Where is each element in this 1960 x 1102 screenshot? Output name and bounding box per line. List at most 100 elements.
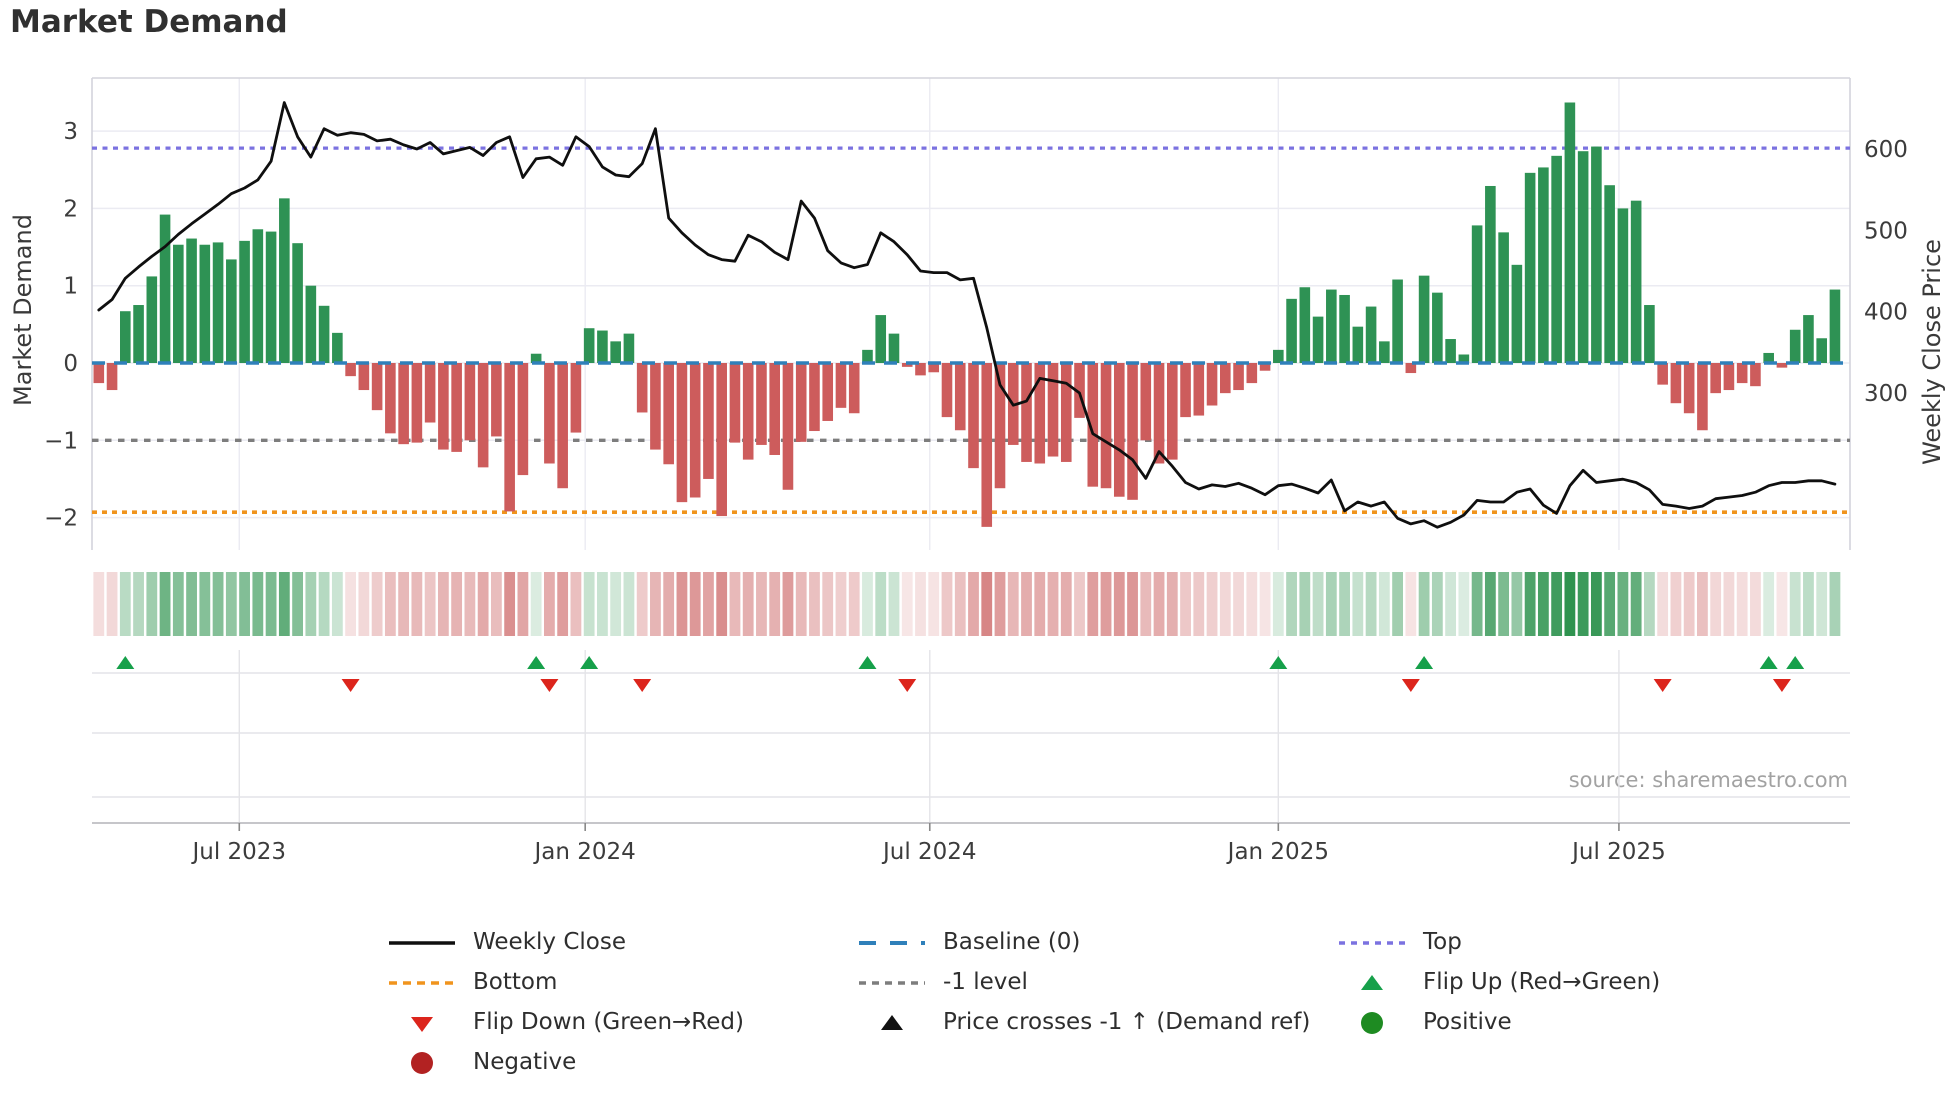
demand-bar-positive (583, 328, 595, 363)
demand-bar-negative (729, 363, 741, 443)
legend-swatch (1335, 928, 1409, 956)
heatmap-cell (1431, 572, 1443, 636)
heatmap-cell (782, 572, 794, 636)
source-credit: source: sharemaestro.com (1568, 768, 1848, 792)
demand-bar-positive (265, 231, 277, 363)
demand-bar-negative (424, 363, 436, 423)
demand-bar-negative (1670, 363, 1682, 404)
legend-item: Flip Up (Red→Green) (1335, 962, 1660, 1002)
market-demand-chart: 3 2 1 0 −1 −2 600 500 400 300 Jul 2023 Jan 2024 Jul … (44, 77, 1908, 865)
heatmap-cell (93, 572, 105, 636)
heatmap-cell (689, 572, 701, 636)
heatmap-cell (371, 572, 383, 636)
left-axis-tick: 1 (63, 274, 78, 300)
demand-bar-negative (1220, 363, 1231, 394)
demand-bar-positive (212, 242, 224, 363)
demand-bar-positive (1644, 305, 1655, 363)
demand-bar-negative (901, 363, 913, 367)
demand-bar-negative (1259, 363, 1271, 371)
left-axis-tick: 0 (63, 351, 78, 377)
demand-bar-negative (1074, 363, 1085, 418)
demand-bar-positive (1577, 151, 1589, 363)
demand-bar-positive (305, 285, 317, 363)
demand-bar-negative (411, 363, 423, 443)
heatmap-cell (225, 572, 237, 636)
demand-bar-negative (981, 363, 993, 527)
demand-bar-positive (159, 214, 171, 363)
demand-bar-negative (1180, 363, 1191, 418)
flip-down-marker (540, 679, 559, 692)
demand-bar-positive (1485, 185, 1496, 363)
heatmap-cell (1206, 572, 1218, 636)
demand-bar-positive (252, 229, 264, 363)
heatmap-cell (610, 572, 622, 636)
demand-bar-negative (703, 363, 714, 479)
right-axis-tick: 500 (1864, 218, 1908, 244)
demand-bar-negative (769, 363, 781, 455)
demand-bar-positive (1564, 102, 1576, 364)
demand-bar-positive (1365, 306, 1377, 363)
legend-swatch (385, 1048, 459, 1076)
demand-bar-positive (875, 315, 887, 363)
demand-bar-negative (1736, 363, 1748, 384)
demand-bar-positive (1511, 264, 1523, 363)
demand-bar-positive (1789, 329, 1801, 363)
heatmap-cell (1484, 572, 1496, 636)
heatmap-cell (915, 572, 926, 636)
heatmap-cell (1511, 572, 1523, 636)
flip-up-icon (1361, 975, 1383, 990)
demand-bar-positive (1432, 292, 1443, 363)
demand-bar-negative (1034, 363, 1046, 464)
heatmap-cell (1577, 572, 1589, 636)
heatmap-cell (252, 572, 264, 636)
heatmap-cell (1604, 572, 1616, 636)
heatmap-cell (597, 572, 608, 636)
heatmap-cell (1803, 572, 1814, 636)
demand-bar-positive (1326, 289, 1337, 363)
heatmap-cell (398, 572, 410, 636)
legend-column-1: Weekly Close Bottom Flip Down (Green→Red) N… (385, 922, 744, 1082)
legend-label: Negative (473, 1049, 577, 1075)
demand-bar-positive (1379, 341, 1390, 363)
demand-bar-negative (358, 363, 370, 391)
heatmap-cell (570, 572, 582, 636)
demand-bar-negative (795, 363, 807, 442)
heatmap-cell (1405, 572, 1417, 636)
heatmap-cell (1100, 572, 1112, 636)
heatmap-cell (1312, 572, 1324, 636)
heatmap-cell (517, 572, 529, 636)
heatmap-cell (1657, 572, 1669, 636)
demand-bar-positive (1630, 200, 1642, 363)
heatmap-cell (636, 572, 648, 636)
right-axis-tick: 600 (1864, 137, 1908, 163)
heatmap-cell (292, 572, 303, 636)
heatmap-cell (1789, 572, 1801, 636)
heatmap-cell (742, 572, 754, 636)
heatmap-cell (557, 572, 569, 636)
demand-bar-negative (782, 363, 794, 490)
heatmap-cell (822, 572, 834, 636)
heatmap-cell (1378, 572, 1390, 636)
demand-bar-positive (292, 243, 303, 363)
demand-bar-negative (371, 363, 383, 411)
heatmap-cell (769, 572, 781, 636)
weekly-close-line (97, 101, 1837, 529)
demand-bar-positive (1339, 294, 1350, 363)
heatmap-cell (186, 572, 197, 636)
demand-bar-positive (1299, 287, 1311, 363)
legend-swatch (855, 968, 929, 996)
demand-bar-negative (544, 363, 555, 464)
demand-bar-negative (1047, 363, 1059, 457)
demand-bar-negative (968, 363, 979, 469)
demand-bar-negative (1206, 363, 1218, 406)
x-tick-label: Jul 2023 (190, 839, 286, 865)
demand-bar-negative (1166, 363, 1178, 460)
heatmap-cell (504, 572, 516, 636)
legend-item: Baseline (0) (855, 922, 1310, 962)
heatmap-cell (1630, 572, 1642, 636)
demand-bar-negative (1140, 363, 1152, 441)
heatmap-cell (239, 572, 250, 636)
demand-bar-negative (1750, 363, 1761, 387)
legend-label: Baseline (0) (943, 929, 1081, 955)
demand-bar-positive (1418, 275, 1430, 363)
